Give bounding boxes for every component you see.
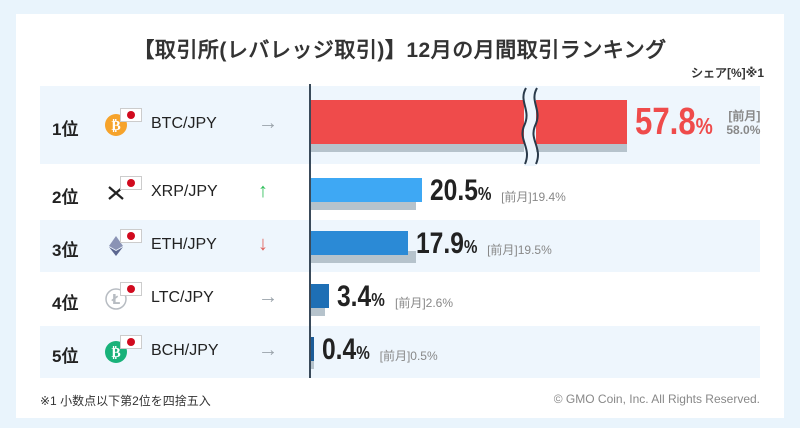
share-value: 17.9 (415, 227, 464, 261)
share-bar (311, 178, 422, 202)
share-unit-label: シェア[%]※1 (690, 66, 764, 80)
pair-label: BTC/JPY (151, 115, 217, 132)
copyright: © GMO Coin, Inc. All Rights Reserved. (553, 392, 760, 406)
japan-flag-icon (120, 229, 142, 243)
rank-label: 2位 (52, 188, 79, 207)
y-axis-line (309, 84, 311, 378)
axis-break-mark (521, 86, 539, 166)
prev-month-value: [前月]2.6% (395, 294, 453, 311)
ranking-row: 4位 Ł LTC/JPY → (40, 273, 760, 325)
share-bar (311, 100, 627, 144)
prev-value: 2.6% (425, 296, 454, 310)
japan-flag-icon (120, 335, 142, 349)
percent-sign: % (371, 289, 386, 311)
percent-sign: % (356, 342, 370, 364)
prev-label: [前月] (728, 109, 761, 123)
rank-label: 4位 (52, 294, 79, 313)
prev-label: [前月] (501, 190, 532, 204)
share-value-label: 20.5% (430, 174, 491, 208)
prev-month-value: [前月]0.5% (380, 347, 438, 364)
ranking-row: 2位 XRP/JPY ↑ (40, 167, 760, 219)
trend-flat-icon: → (258, 112, 278, 134)
percent-sign: % (463, 236, 478, 258)
rank-label: 3位 (52, 241, 79, 260)
trend-flat-icon: → (258, 286, 278, 308)
prev-month-value: [前月]19.5% (487, 241, 552, 258)
pair-label: BCH/JPY (151, 342, 219, 359)
rank-label: 1位 (52, 120, 79, 139)
ranking-row: 5位 ₿ BCH/JPY → (40, 326, 760, 378)
prev-label: [前月] (379, 349, 411, 363)
prev-month-value: [前月]19.4% (501, 188, 566, 205)
japan-flag-icon (120, 282, 142, 296)
prev-value: 19.5% (517, 243, 552, 257)
share-value: 20.5 (429, 174, 478, 208)
svg-text:₿: ₿ (111, 118, 120, 134)
prev-label: [前月] (394, 296, 426, 310)
share-value-label: 17.9% (416, 227, 477, 261)
chart-title: 【取引所(レバレッジ取引)】12月の月間取引ランキング (133, 39, 667, 62)
pair-label: LTC/JPY (151, 289, 214, 306)
trend-flat-icon: → (258, 339, 278, 361)
share-value-label: 57.8% (635, 101, 713, 144)
pair-label: XRP/JPY (151, 183, 218, 200)
share-value-label: 0.4% (322, 333, 370, 367)
percent-sign: % (477, 183, 492, 205)
share-bar (311, 337, 314, 361)
prev-month-bar (311, 357, 314, 369)
share-bar (311, 284, 330, 308)
svg-text:₿: ₿ (111, 345, 120, 361)
share-value: 0.4 (322, 333, 357, 367)
percent-sign: % (695, 113, 713, 140)
footnote: ※1 小数点以下第2位を四捨五入 (40, 394, 211, 408)
prev-value: 58.0% (726, 123, 761, 137)
prev-label: [前月] (487, 243, 518, 257)
prev-value: 19.4% (531, 190, 566, 204)
share-bar (311, 231, 408, 255)
share-value-label: 3.4% (337, 280, 385, 314)
prev-month-value: [前月] 58.0% (726, 109, 760, 137)
trend-up-icon: ↑ (258, 180, 268, 202)
prev-value: 0.5% (410, 349, 438, 363)
japan-flag-icon (120, 108, 142, 122)
trend-down-icon: ↓ (258, 233, 268, 255)
share-value: 3.4 (337, 280, 372, 314)
svg-text:Ł: Ł (111, 293, 120, 308)
japan-flag-icon (120, 176, 142, 190)
ethereum-icon (105, 235, 127, 257)
rank-label: 5位 (52, 347, 79, 366)
pair-label: ETH/JPY (151, 236, 217, 253)
share-value: 57.8 (635, 101, 696, 144)
